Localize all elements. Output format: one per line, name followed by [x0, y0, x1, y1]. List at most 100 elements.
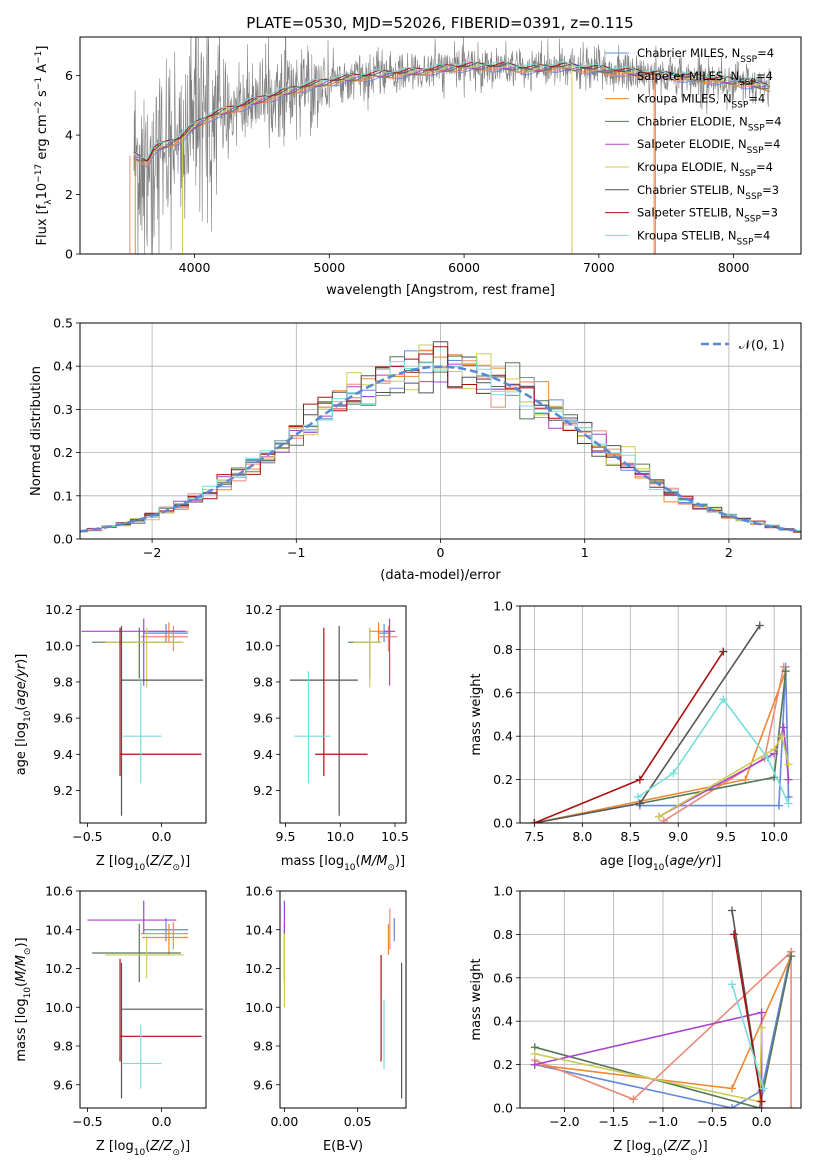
legend-label-part: Chabrier STELIB, N	[637, 183, 745, 197]
x-tick-label: 8000	[718, 260, 750, 275]
y-tick-label: 10.2	[45, 602, 73, 617]
axes-frame	[79, 36, 802, 255]
y-axis-label-part: Flux [f	[35, 204, 50, 245]
y-tick-label: 9.6	[253, 711, 273, 726]
y-tick-label: 0	[65, 247, 73, 262]
y-tick-label: 0.3	[53, 402, 73, 417]
y-axis-label: Normed distribution	[29, 366, 44, 496]
x-axis-label-part: ⊙	[387, 863, 395, 873]
x-tick-label: 8.5	[620, 829, 640, 844]
x-tick-label: 10.0	[326, 829, 354, 844]
y-axis-label: Flux [fλ10−17 erg cm−2 s−1 A−1]	[34, 46, 54, 246]
x-axis-label: Z [log10(Z/Z⊙)]	[96, 854, 190, 873]
x-tick-label: 0.0	[152, 829, 172, 844]
y-tick-label: 0.4	[493, 729, 513, 744]
y-axis-label: mass weight	[469, 673, 484, 755]
x-tick-label: 1	[581, 545, 589, 560]
y-tick-label: 10.0	[245, 638, 273, 653]
legend-label-part: Chabrier MILES, N	[637, 46, 740, 60]
x-axis-label: (data-model)/error	[380, 568, 501, 583]
legend-label-part: SSP	[739, 78, 756, 88]
x-axis-label-part: E(B-V)	[323, 1139, 363, 1154]
y-tick-label: 10.0	[245, 1000, 273, 1015]
legend-label-part: =4	[748, 92, 765, 106]
y-axis-label-part: mass [log	[14, 998, 29, 1061]
y-tick-label: 9.6	[53, 1077, 73, 1092]
weight-line	[733, 934, 763, 1102]
x-tick-label: −1.0	[648, 1114, 678, 1129]
x-axis-label-part: age [log	[600, 854, 653, 869]
y-axis-label: mass weight	[469, 958, 484, 1040]
x-axis-label-part: (	[145, 1139, 150, 1154]
weight-marker	[727, 1104, 736, 1108]
x-axis-label: E(B-V)	[323, 1139, 363, 1154]
y-axis-label-part: 10	[23, 987, 33, 999]
legend-label-part: Kroupa MILES, N	[637, 92, 732, 106]
y-axis-label-part: M/M	[14, 955, 29, 982]
legend-label-part: Salpeter MILES, N	[637, 69, 739, 83]
x-axis-label-part: 10	[651, 1148, 663, 1158]
plot-area	[530, 621, 793, 823]
legend-label-part: Salpeter ELODIE, N	[637, 137, 747, 151]
figure-title: PLATE=0530, MJD=52026, FIBERID=0391, z=0…	[246, 14, 633, 32]
weight-marker	[787, 952, 796, 961]
weight-marker	[757, 1097, 766, 1106]
plot-area	[80, 341, 801, 533]
x-tick-label: 0	[437, 545, 445, 560]
x-tick-label: 8.0	[572, 829, 592, 844]
y-tick-label: 10.6	[45, 884, 73, 899]
x-axis-label-part: ⊙	[690, 1148, 698, 1158]
legend-label: Salpeter MILES, NSSP=4	[637, 69, 773, 88]
x-tick-label: −0.5	[72, 829, 102, 844]
y-tick-label: 9.4	[253, 747, 273, 762]
y-tick-label: 0.2	[493, 1057, 513, 1072]
weight-marker	[719, 647, 728, 656]
weight-marker	[770, 745, 779, 754]
weight-marker	[635, 799, 644, 808]
legend-label-part: =4	[756, 69, 773, 83]
y-tick-label: 10.4	[245, 922, 273, 937]
x-axis-label-part: Z [log	[96, 1139, 134, 1154]
legend-label: Chabrier ELODIE, NSSP=4	[637, 114, 782, 133]
legend-label: Chabrier STELIB, NSSP=3	[637, 183, 779, 202]
weight-marker	[530, 1060, 539, 1069]
x-tick-label: 9.5	[716, 829, 736, 844]
legend-label: Salpeter STELIB, NSSP=3	[637, 206, 778, 225]
y-tick-label: 0.1	[53, 488, 73, 503]
weight-marker	[784, 775, 793, 784]
weight-marker	[757, 1008, 766, 1017]
weight-marker	[755, 621, 764, 630]
normal-curve	[80, 365, 801, 533]
y-tick-label: 0.2	[53, 445, 73, 460]
y-axis-label-part: age/yr	[14, 662, 29, 705]
panel-mass_weight_vs_age: 7.5 8.0 8.5 9.0 9.5 10.0 0.0 0.2 0.4 0.6 0.8 1.0 age…	[469, 599, 802, 873]
weight-marker	[530, 1049, 539, 1058]
x-tick-label: −1.5	[598, 1114, 628, 1129]
axes-frame	[279, 605, 407, 824]
weight-marker	[633, 792, 642, 801]
weight-marker	[530, 819, 539, 823]
x-tick-label: −2	[143, 545, 161, 560]
panel-mass_weight_vs_Z: −2.0 −1.5 −1.0 −0.5 0.0 0.0 0.2 0.4 0.6 0.8 1.0 Z […	[469, 884, 802, 1158]
y-tick-label: 1.0	[493, 599, 513, 614]
legend-label-part: Kroupa ELODIE, N	[637, 160, 739, 174]
y-axis-label: age [log10(age/yr)]	[14, 654, 33, 776]
y-axis-label-part: (	[14, 982, 29, 987]
x-axis-label-part: )]	[395, 854, 405, 869]
y-tick-label: 1.0	[493, 884, 513, 899]
x-axis-label: mass [log10(M/M⊙)]	[281, 854, 405, 873]
panel-spectrum: 4000 5000 6000 7000 8000 0 2 4 6 wavelength [Angs…	[34, 36, 802, 298]
axes-frame	[79, 605, 207, 824]
legend-label-part: =3	[761, 206, 778, 220]
y-tick-label: 0.2	[493, 772, 513, 787]
legend-label-part: =3	[762, 183, 779, 197]
x-tick-label: −1	[287, 545, 305, 560]
x-tick-label: 0.0	[152, 1114, 172, 1129]
y-tick-label: 9.8	[253, 674, 273, 689]
legend-label: Chabrier MILES, NSSP=4	[637, 46, 774, 65]
plot-area	[129, 37, 771, 254]
x-axis-label-part: (	[145, 854, 150, 869]
weight-line	[534, 949, 792, 1108]
y-tick-label: 10.4	[45, 922, 73, 937]
weight-marker	[727, 1084, 736, 1093]
